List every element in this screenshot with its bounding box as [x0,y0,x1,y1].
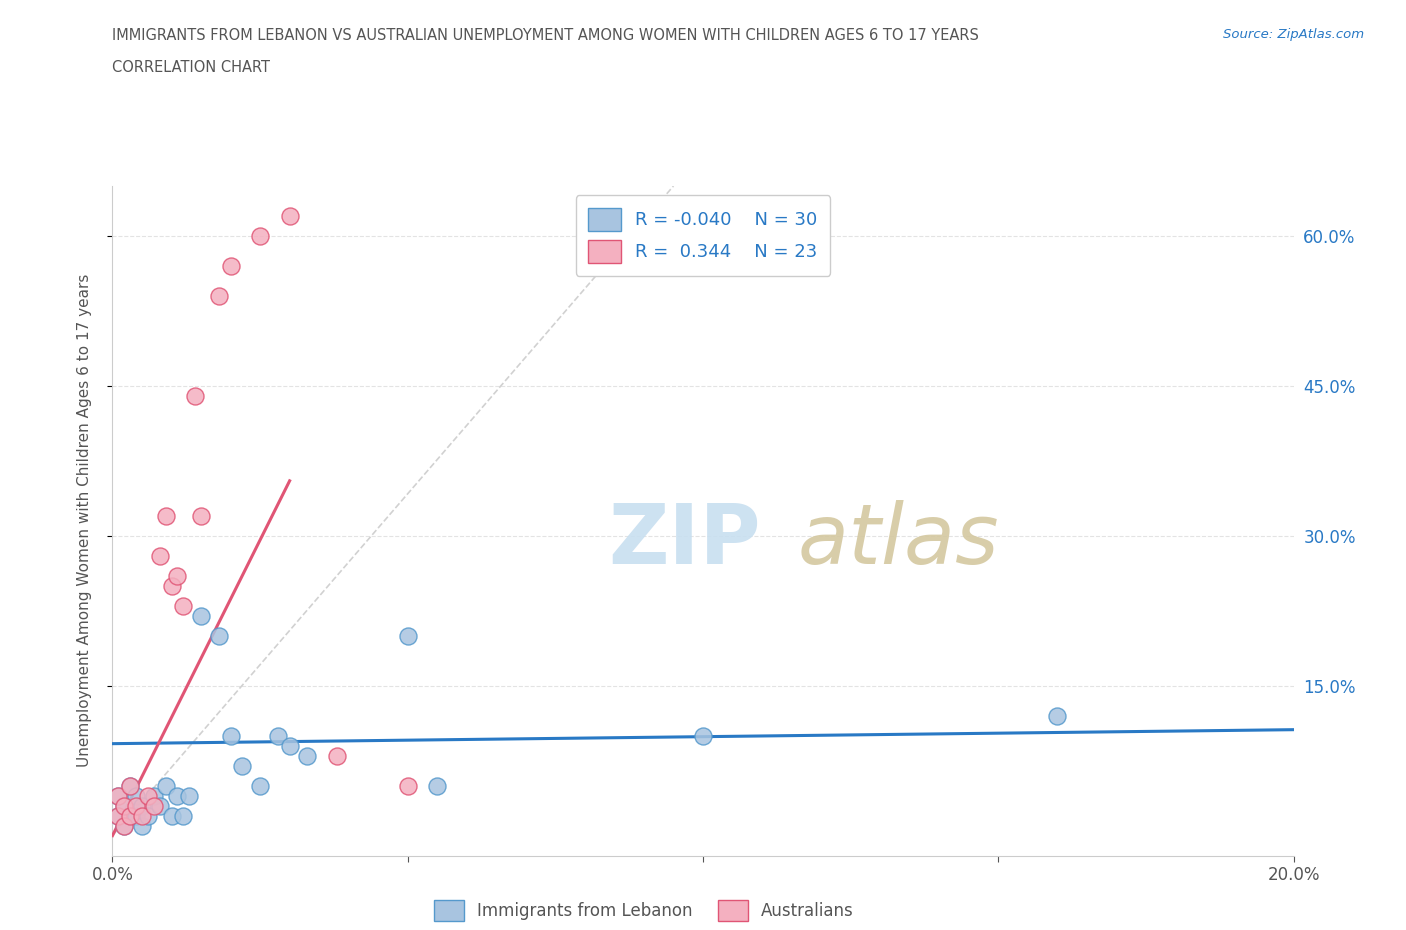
Point [278,738,301,753]
Point [142,798,165,813]
Point [326,749,349,764]
Point [131,818,153,833]
Text: Source: ZipAtlas.com: Source: ZipAtlas.com [1223,28,1364,41]
Point [396,778,419,793]
Point [125,798,148,813]
Point [190,608,212,623]
Point [125,789,148,804]
Text: atlas: atlas [797,500,1000,581]
Point [249,229,271,244]
Point [172,808,194,823]
Point [166,568,188,583]
Point [278,208,301,223]
Text: ZIP: ZIP [609,500,761,581]
Point [219,259,242,273]
Point [160,808,183,823]
Point [112,818,135,833]
Point [267,728,290,743]
Y-axis label: Unemployment Among Women with Children Ages 6 to 17 years: Unemployment Among Women with Children A… [77,274,91,767]
Point [692,728,714,743]
Point [190,509,212,524]
Point [136,808,159,823]
Text: IMMIGRANTS FROM LEBANON VS AUSTRALIAN UNEMPLOYMENT AMONG WOMEN WITH CHILDREN AGE: IMMIGRANTS FROM LEBANON VS AUSTRALIAN UN… [112,28,980,43]
Point [155,778,177,793]
Point [219,728,242,743]
Point [184,389,207,404]
Point [208,629,231,644]
Point [231,758,253,773]
Point [136,789,159,804]
Point [142,789,165,804]
Point [112,798,135,813]
Point [172,598,194,613]
Point [208,288,231,303]
Point [112,798,135,813]
Point [155,509,177,524]
Point [131,808,153,823]
Text: CORRELATION CHART: CORRELATION CHART [112,60,270,75]
Point [120,808,142,823]
Point [107,789,129,804]
Point [120,778,142,793]
Point [249,778,271,793]
Point [297,749,319,764]
Point [149,549,172,564]
Point [426,778,449,793]
Point [396,629,419,644]
Point [107,808,129,823]
Point [131,798,153,813]
Point [120,778,142,793]
Legend: Immigrants from Lebanon, Australians: Immigrants from Lebanon, Australians [427,893,860,927]
Point [166,789,188,804]
Point [125,808,148,823]
Point [112,818,135,833]
Point [160,578,183,593]
Point [149,798,172,813]
Point [120,808,142,823]
Point [107,789,129,804]
Point [107,808,129,823]
Point [1046,709,1069,724]
Point [179,789,201,804]
